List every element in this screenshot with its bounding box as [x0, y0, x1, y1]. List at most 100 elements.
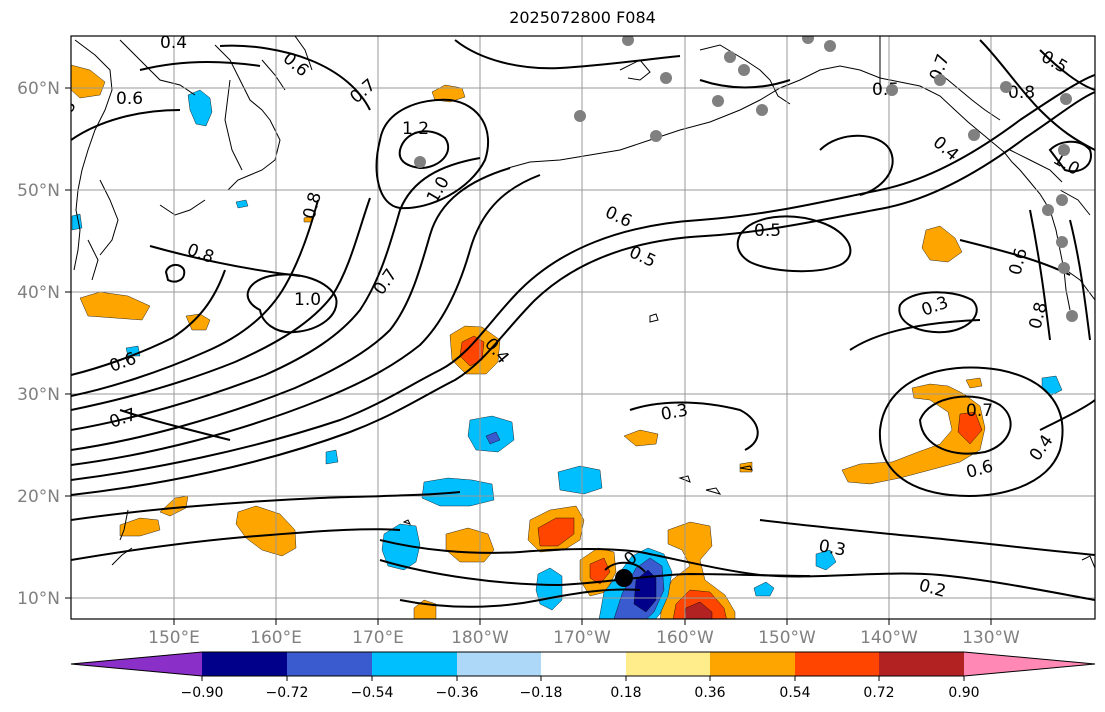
strong-warm-anomaly: [537, 517, 575, 547]
contour-label: 8: [58, 99, 80, 116]
coastlines: [73, 36, 1095, 569]
longitude-label: 170°W: [553, 628, 611, 648]
station-marker: [650, 130, 662, 142]
station-marker: [574, 110, 586, 122]
colorbar-tick-label: −0.90: [181, 685, 224, 701]
colorbar-tick-label: 0.54: [779, 685, 810, 701]
strong-warm-anomaly: [957, 411, 983, 445]
longitude-label: 170°E: [352, 628, 404, 648]
map-title: 2025072800 F084: [509, 8, 656, 27]
map-border: [70, 35, 1096, 620]
longitude-label: 130°W: [962, 628, 1020, 648]
colorbar-tick-label: 0.18: [610, 685, 641, 701]
graticule: [71, 36, 1095, 619]
station-marker: [1058, 262, 1070, 274]
station-marker: [622, 36, 634, 46]
cool-anomaly: [325, 449, 339, 465]
colorbar-tick-label: 0.90: [948, 685, 979, 701]
colorbar-tick-label: 0.36: [694, 685, 725, 701]
contour-label: 1.0: [294, 290, 321, 310]
colorbar-bin: [626, 652, 710, 676]
cool-anomaly: [235, 199, 249, 209]
station-marker: [738, 64, 750, 76]
station-marker: [1042, 204, 1054, 216]
station-marker: [934, 74, 946, 86]
colorbar-bin: [879, 652, 964, 676]
longitude-label: 150°E: [148, 628, 200, 648]
warm-anomaly: [921, 225, 963, 263]
longitude-label: 150°W: [758, 628, 816, 648]
colorbar-tick-label: −0.18: [520, 685, 563, 701]
contour-label: 0.8: [1008, 83, 1035, 103]
warm-anomaly: [119, 517, 161, 537]
contour-label: 0.5: [754, 221, 781, 241]
cool-anomaly: [381, 523, 421, 571]
cool-anomaly: [535, 567, 563, 611]
station-marker: [712, 95, 724, 107]
station-marker: [802, 36, 814, 44]
colorbar-bin: [457, 652, 541, 676]
map-background: [71, 36, 1095, 619]
colorbar-tick-label: −0.54: [351, 685, 394, 701]
colorbar-bin: [71, 652, 202, 676]
colorbar-bin: [372, 652, 457, 676]
latitude-label: 10°N: [17, 589, 60, 609]
longitude-label: 180°W: [451, 628, 509, 648]
colorbar-tick-label: −0.72: [266, 685, 309, 701]
latitude-label: 50°N: [17, 181, 60, 201]
axis-ticks: [65, 87, 992, 625]
contour-lines: [71, 39, 1095, 608]
colorbar-bin: [964, 652, 1095, 676]
storm-center-marker: [615, 569, 633, 587]
station-marker: [414, 156, 426, 168]
contour-label: 0.4: [160, 33, 187, 53]
contour-label: 0.3: [817, 536, 847, 560]
cool-anomaly: [557, 465, 603, 495]
latitude-label: 40°N: [17, 283, 60, 303]
warm-anomaly: [965, 377, 983, 389]
warm-anomaly: [235, 505, 297, 557]
longitude-label: 160°W: [656, 628, 714, 648]
warm-anomaly: [79, 291, 151, 321]
longitude-label: 140°W: [860, 628, 918, 648]
latitude-label: 30°N: [17, 385, 60, 405]
cool-anomaly: [753, 581, 775, 597]
longitude-label: 160°E: [250, 628, 302, 648]
station-marker: [756, 104, 768, 116]
contour-label: 0.6: [116, 89, 143, 109]
station-marker: [1060, 93, 1072, 105]
cool-anomaly: [815, 549, 837, 571]
longitude-labels: 150°E 160°E 170°E 180°W 170°W 160°W 150°…: [148, 628, 1020, 648]
shaded-anomaly-regions: [71, 64, 1063, 619]
strong-warm-anomaly: [589, 557, 611, 585]
cool-anomaly: [187, 89, 213, 127]
colorbar-bin: [710, 652, 795, 676]
station-marker: [1000, 81, 1012, 93]
strong-cool-anomaly: [485, 431, 501, 445]
very-strong-cool-anomaly: [633, 569, 657, 613]
warm-anomaly: [841, 383, 986, 485]
latitude-label: 60°N: [17, 79, 60, 99]
station-marker: [1058, 144, 1070, 156]
station-marker: [1066, 310, 1078, 322]
station-marker: [824, 40, 836, 52]
colorbar-tick-label: 0.72: [863, 685, 894, 701]
colorbar-bin: [202, 652, 287, 676]
colorbar-tick-label: −0.36: [436, 685, 479, 701]
station-markers: [414, 36, 1078, 322]
station-marker: [724, 51, 736, 63]
station-marker: [1056, 236, 1068, 248]
latitude-labels: 60°N 50°N 40°N 30°N 20°N 10°N: [17, 79, 60, 609]
latitude-label: 20°N: [17, 487, 60, 507]
station-marker: [1056, 194, 1068, 206]
contour-label: 0.3: [659, 401, 689, 425]
station-marker: [660, 72, 672, 84]
colorbar-bin: [541, 652, 626, 676]
station-marker: [968, 129, 980, 141]
station-marker: [886, 84, 898, 96]
colorbar-bin: [795, 652, 879, 676]
warm-anomaly: [185, 313, 211, 331]
contour-label: 1.2: [402, 119, 429, 139]
colorbar-bin: [287, 652, 372, 676]
